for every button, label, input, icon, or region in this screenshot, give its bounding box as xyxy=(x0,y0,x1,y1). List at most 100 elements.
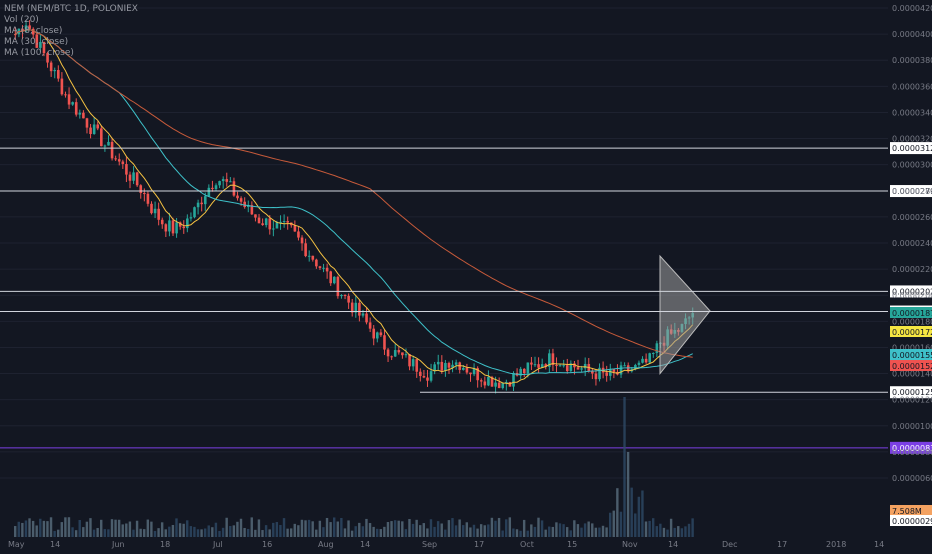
volume-bars xyxy=(14,397,694,537)
ma-slow-line xyxy=(14,29,693,358)
candle-body xyxy=(383,335,386,350)
volume-bar xyxy=(46,521,49,537)
candle-body xyxy=(651,352,655,354)
volume-bar xyxy=(626,452,630,537)
legend-symbol[interactable]: NEM (NEM/BTC 1D, POLONIEX xyxy=(4,4,138,14)
hline-label: 0.00003127 xyxy=(892,144,932,153)
volume-bar xyxy=(168,526,171,537)
candle-body xyxy=(110,141,114,159)
y-tick-label: 0.00003200 xyxy=(892,135,932,144)
volume-bar xyxy=(548,526,551,537)
candle-body xyxy=(354,302,358,313)
candle-body xyxy=(340,295,343,297)
candle-body xyxy=(347,295,350,303)
y-tick-label: 0.00003800 xyxy=(892,56,932,65)
candle-body xyxy=(268,218,272,230)
price-label: 7.508M xyxy=(892,507,922,516)
volume-bar xyxy=(462,525,465,537)
legend-ma-mid[interactable]: MA (30, close) xyxy=(4,37,69,47)
candle-body xyxy=(31,28,35,35)
volume-bar xyxy=(483,525,486,537)
candle-body xyxy=(250,205,254,215)
volume-bar xyxy=(655,526,658,537)
volume-bar xyxy=(207,525,210,537)
volume-bar xyxy=(390,521,393,537)
volume-bar xyxy=(630,487,633,537)
y-tick-label: 0.00001200 xyxy=(892,396,932,405)
candle-body xyxy=(264,218,268,226)
volume-bar xyxy=(286,528,289,537)
volume-bar xyxy=(376,528,379,537)
candle-body xyxy=(300,237,304,244)
x-tick-label: Nov xyxy=(622,540,638,549)
candle-body xyxy=(361,313,365,316)
volume-bar xyxy=(332,517,336,537)
volume-bar xyxy=(35,525,38,537)
volume-bar xyxy=(171,524,175,537)
volume-bar xyxy=(300,519,304,537)
y-tick-label: 0.00002600 xyxy=(892,213,932,222)
candle-body xyxy=(286,221,289,223)
volume-bar xyxy=(125,523,128,537)
volume-bar xyxy=(49,517,53,537)
candle-body xyxy=(322,267,325,269)
moving-averages xyxy=(14,29,694,385)
ma-mid-line xyxy=(14,29,693,375)
volume-bar xyxy=(275,522,279,537)
price-label-bg xyxy=(890,360,932,371)
volume-bar xyxy=(279,524,282,537)
volume-bar xyxy=(160,522,164,537)
candle-body xyxy=(551,353,555,365)
candle-body xyxy=(522,368,526,374)
volume-bar xyxy=(132,529,135,537)
candle-body xyxy=(153,208,157,214)
volume-bar xyxy=(479,524,483,537)
volume-bar xyxy=(128,521,132,537)
y-tick-label: 0.00001800 xyxy=(892,317,932,326)
volume-bar xyxy=(386,522,390,537)
volume-bar xyxy=(472,524,476,537)
volume-bar xyxy=(494,520,497,537)
legend-ma-slow[interactable]: MA (100, close) xyxy=(4,48,74,58)
price-label: 0.00001525 xyxy=(892,362,932,371)
legend-ma-fast[interactable]: MA (8, close) xyxy=(4,26,63,36)
volume-bar xyxy=(28,518,31,537)
volume-bar xyxy=(501,530,504,537)
candle-body xyxy=(193,207,196,218)
volume-bar xyxy=(519,530,522,537)
volume-bar xyxy=(315,529,318,537)
candle-body xyxy=(28,25,31,29)
volume-bar xyxy=(508,517,512,537)
volume-bar xyxy=(544,529,547,537)
volume-bar xyxy=(540,520,544,537)
x-tick-label: 17 xyxy=(474,540,484,549)
volume-bar xyxy=(637,496,641,537)
x-tick-label: 16 xyxy=(262,540,272,549)
candle-body xyxy=(143,193,146,195)
volume-bar xyxy=(96,528,99,537)
volume-bar xyxy=(282,518,286,537)
volume-bar xyxy=(74,530,78,537)
volume-bar xyxy=(236,521,239,537)
volume-bar xyxy=(89,518,92,537)
candle-body xyxy=(605,372,608,376)
volume-bar xyxy=(605,527,608,537)
symmetrical-triangle[interactable] xyxy=(659,254,711,375)
candle-body xyxy=(178,222,182,227)
candle-body xyxy=(211,187,214,190)
candle-body xyxy=(254,214,257,218)
volume-bar xyxy=(143,529,146,537)
volume-bar xyxy=(691,518,694,537)
x-tick-label: 14 xyxy=(668,540,678,549)
volume-bar xyxy=(487,524,490,537)
legend-vol[interactable]: Vol (20) xyxy=(4,15,39,25)
candle-body xyxy=(372,328,376,339)
candle-body xyxy=(422,376,426,378)
volume-bar xyxy=(533,526,537,537)
volume-bar xyxy=(591,523,594,537)
candle-body xyxy=(580,368,583,370)
candle-body xyxy=(433,364,436,372)
candle-body xyxy=(135,172,139,186)
